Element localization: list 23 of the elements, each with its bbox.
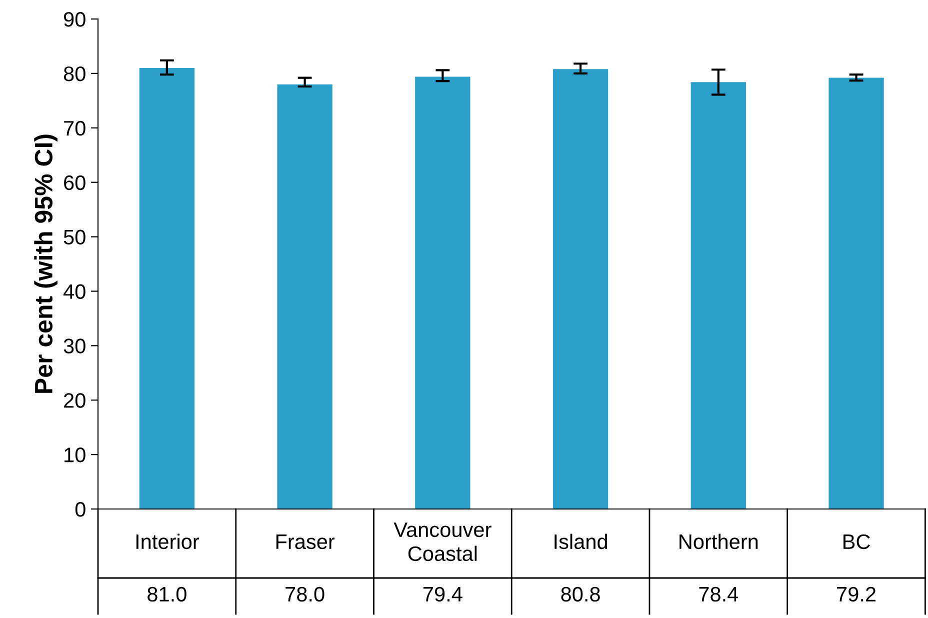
y-tick-label: 50 (64, 230, 86, 245)
y-tick-label: 40 (64, 284, 86, 299)
y-tick-label: 20 (64, 393, 86, 408)
x-tick-label: Northern (680, 534, 758, 550)
x-tick-label: Fraser (276, 534, 335, 550)
data-label: 79.2 (837, 586, 876, 602)
data-label: 79.4 (423, 586, 462, 602)
y-tick-label: 30 (64, 338, 86, 354)
y-axis-title: Per cent (with 95% CI) (34, 134, 58, 393)
y-tick-label: 10 (64, 448, 86, 462)
y-tick-label: 90 (64, 12, 86, 27)
data-label: 81.0 (148, 586, 186, 602)
x-tick-label: BC (844, 534, 870, 550)
data-label: 80.8 (561, 586, 600, 602)
x-tick-label: Island (554, 534, 607, 550)
data-label: 78.4 (699, 586, 738, 602)
y-tick-label: 80 (64, 66, 86, 82)
y-tick-label: 0 (75, 502, 86, 517)
x-tick-label: Interior (136, 534, 200, 550)
y-tick-label: 60 (64, 175, 86, 190)
y-tick-label: 70 (64, 120, 86, 136)
x-tick-label: Vancouver Coastal (394, 522, 492, 562)
data-label: 78.0 (286, 586, 324, 602)
